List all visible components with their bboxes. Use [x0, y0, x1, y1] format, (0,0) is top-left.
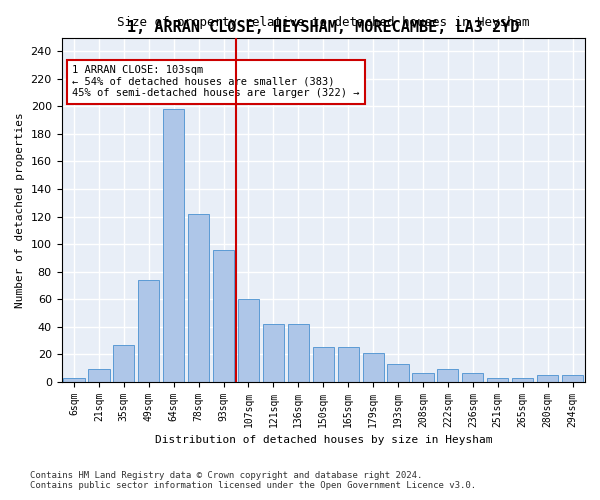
Bar: [188, 214, 209, 382]
Bar: [163, 109, 184, 382]
Bar: [537, 375, 558, 382]
Bar: [512, 378, 533, 382]
Bar: [487, 378, 508, 382]
Bar: [88, 370, 110, 382]
Bar: [313, 348, 334, 382]
Bar: [388, 364, 409, 382]
Bar: [338, 348, 359, 382]
Bar: [462, 374, 484, 382]
Bar: [412, 374, 434, 382]
Title: 1, ARRAN CLOSE, HEYSHAM, MORECAMBE, LA3 2YD: 1, ARRAN CLOSE, HEYSHAM, MORECAMBE, LA3 …: [127, 20, 520, 35]
X-axis label: Distribution of detached houses by size in Heysham: Distribution of detached houses by size …: [155, 435, 492, 445]
Text: Size of property relative to detached houses in Heysham: Size of property relative to detached ho…: [117, 16, 530, 29]
Bar: [113, 344, 134, 382]
Bar: [288, 324, 309, 382]
Bar: [64, 378, 85, 382]
Bar: [138, 280, 160, 382]
Bar: [362, 353, 384, 382]
Text: 1 ARRAN CLOSE: 103sqm
← 54% of detached houses are smaller (383)
45% of semi-det: 1 ARRAN CLOSE: 103sqm ← 54% of detached …: [72, 65, 359, 98]
Bar: [437, 370, 458, 382]
Bar: [562, 375, 583, 382]
Text: Contains HM Land Registry data © Crown copyright and database right 2024.
Contai: Contains HM Land Registry data © Crown c…: [30, 470, 476, 490]
Y-axis label: Number of detached properties: Number of detached properties: [15, 112, 25, 308]
Bar: [238, 299, 259, 382]
Bar: [263, 324, 284, 382]
Bar: [213, 250, 234, 382]
